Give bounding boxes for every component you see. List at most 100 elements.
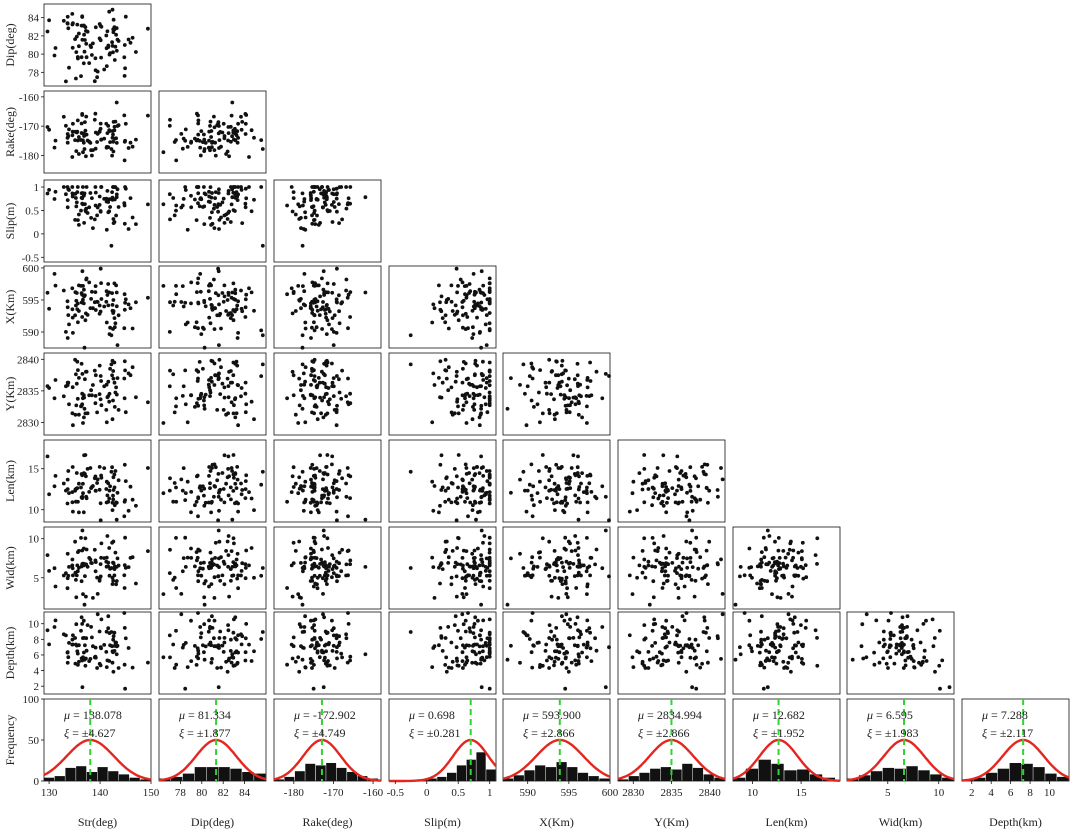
scatter-point bbox=[116, 205, 121, 209]
scatter-point bbox=[77, 152, 81, 156]
scatter-point bbox=[228, 316, 233, 320]
scatter-point bbox=[565, 383, 569, 388]
x-tick-label: 15 bbox=[796, 787, 808, 799]
scatter-point bbox=[114, 500, 119, 505]
scatter-point bbox=[770, 592, 774, 596]
xi-equals: = bbox=[987, 726, 1000, 740]
scatter-point bbox=[65, 299, 70, 304]
scatter-point bbox=[477, 650, 482, 655]
scatter-point bbox=[296, 284, 301, 288]
scatter-point bbox=[449, 575, 454, 580]
scatter-point bbox=[627, 573, 632, 578]
scatter-point bbox=[886, 666, 890, 670]
scatter-point bbox=[337, 321, 342, 326]
scatter-point bbox=[881, 629, 886, 634]
scatter-point bbox=[642, 623, 647, 627]
scatter-point bbox=[98, 374, 103, 378]
scatter-point bbox=[299, 596, 303, 600]
scatter-point bbox=[113, 550, 118, 555]
scatter-point bbox=[905, 614, 910, 619]
scatter-point bbox=[450, 549, 455, 553]
scatter-point bbox=[122, 396, 127, 401]
scatter-point bbox=[217, 508, 221, 513]
scatter-point bbox=[88, 43, 93, 48]
scatter-point bbox=[81, 510, 86, 515]
scatter-point bbox=[663, 564, 668, 569]
scatter-point bbox=[326, 546, 330, 550]
scatter-point bbox=[558, 466, 563, 470]
scatter-point bbox=[217, 636, 222, 640]
x-axis-label: Wid(km) bbox=[879, 815, 923, 829]
scatter-point bbox=[335, 403, 339, 408]
scatter-point bbox=[320, 305, 325, 310]
scatter-point bbox=[684, 611, 689, 615]
scatter-point bbox=[67, 65, 71, 70]
scatter-point bbox=[576, 517, 581, 522]
scatter-point bbox=[462, 569, 467, 574]
scatter-point bbox=[578, 500, 582, 505]
scatter-point bbox=[778, 625, 783, 629]
scatter-point bbox=[439, 453, 444, 458]
scatter-point bbox=[864, 655, 869, 660]
scatter-point bbox=[310, 484, 314, 489]
scatter-point bbox=[560, 560, 564, 565]
scatter-point bbox=[183, 322, 188, 327]
scatter-point bbox=[560, 582, 565, 586]
scatter-point bbox=[471, 556, 476, 560]
scatter-point bbox=[313, 617, 318, 622]
scatter-point bbox=[572, 643, 577, 648]
y-tick-label: -180 bbox=[19, 150, 40, 162]
scatter-point bbox=[549, 594, 554, 599]
scatter-point bbox=[804, 618, 809, 623]
scatter-point bbox=[898, 625, 903, 629]
scatter-point bbox=[296, 421, 301, 425]
y-tick-label: 10 bbox=[28, 619, 40, 631]
scatter-point bbox=[224, 309, 229, 313]
scatter-point bbox=[562, 651, 567, 656]
scatter-point bbox=[529, 462, 534, 467]
scatter-point bbox=[313, 541, 318, 546]
scatter-point bbox=[334, 299, 339, 304]
scatter-point bbox=[194, 663, 199, 667]
scatter-point bbox=[71, 633, 75, 638]
scatter-point bbox=[252, 575, 256, 580]
scatter-point bbox=[473, 615, 478, 620]
scatter-point bbox=[759, 586, 764, 590]
scatter-point bbox=[325, 360, 330, 365]
scatter-point bbox=[91, 41, 95, 46]
scatter-point bbox=[111, 327, 115, 331]
scatter-point bbox=[225, 376, 230, 381]
scatter-point bbox=[95, 140, 99, 144]
scatter-point bbox=[202, 406, 207, 411]
scatter-point bbox=[340, 476, 344, 481]
scatter-point bbox=[79, 208, 83, 213]
scatter-point bbox=[213, 196, 218, 201]
scatter-point bbox=[886, 618, 891, 623]
scatter-point bbox=[85, 29, 90, 34]
scatter-point bbox=[651, 595, 656, 600]
scatter-panel-wid-vs-rake bbox=[273, 526, 382, 610]
scatter-point bbox=[487, 374, 492, 378]
scatter-point bbox=[679, 576, 684, 581]
scatter-point bbox=[607, 374, 611, 378]
scatter-point bbox=[66, 26, 71, 31]
scatter-point bbox=[208, 394, 212, 398]
scatter-point bbox=[576, 412, 581, 417]
scatter-point bbox=[552, 397, 556, 402]
scatter-point bbox=[74, 622, 79, 627]
scatter-point bbox=[70, 155, 75, 159]
scatter-point bbox=[247, 642, 251, 647]
scatter-point bbox=[181, 304, 186, 309]
scatter-panel-y-vs-str bbox=[43, 352, 152, 436]
scatter-point bbox=[236, 185, 241, 189]
scatter-point bbox=[259, 637, 264, 641]
scatter-point bbox=[588, 379, 593, 383]
scatter-point bbox=[290, 369, 295, 374]
scatter-point bbox=[473, 635, 477, 640]
scatter-point bbox=[321, 300, 325, 304]
scatter-point bbox=[290, 594, 295, 599]
scatter-point bbox=[168, 655, 172, 660]
scatter-point bbox=[97, 392, 102, 396]
histogram-bar bbox=[703, 774, 714, 781]
mean-label: μ = 2834.994 bbox=[637, 708, 702, 722]
